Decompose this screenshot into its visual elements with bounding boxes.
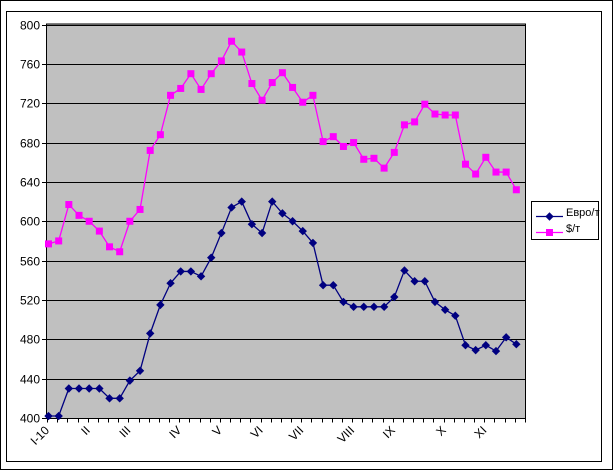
y-tick-label: 560 <box>20 255 40 269</box>
legend-label-euro: Евро/т <box>566 206 600 219</box>
y-tick-label: 480 <box>20 333 40 347</box>
x-axis-ticks <box>47 418 526 423</box>
chart-legend: Евро/т $/т <box>531 201 600 240</box>
y-tick-label: 400 <box>20 412 40 426</box>
legend-label-usd: $/т <box>566 222 581 235</box>
series-0-line <box>44 197 521 421</box>
y-tick-label: 600 <box>20 215 40 229</box>
series-1-line <box>45 37 520 256</box>
legend-item-euro-per-ton: Евро/т <box>536 206 600 221</box>
y-tick-label: 680 <box>20 137 40 151</box>
legend-usd-square-icon <box>536 224 563 236</box>
legend-item-usd-per-ton: $/т <box>536 222 596 236</box>
y-tick-label: 640 <box>20 176 40 190</box>
y-tick-label: 520 <box>20 294 40 308</box>
y-tick-label: 800 <box>20 19 40 33</box>
gridlines <box>42 25 526 419</box>
legend-euro-diamond-icon <box>536 208 563 221</box>
y-tick-label: 760 <box>20 58 40 72</box>
y-tick-label: 720 <box>20 97 40 111</box>
y-axis-labels: 400 440 480 520 560 600 640 680 720 760 800 <box>20 19 40 426</box>
y-tick-label: 440 <box>20 373 40 387</box>
